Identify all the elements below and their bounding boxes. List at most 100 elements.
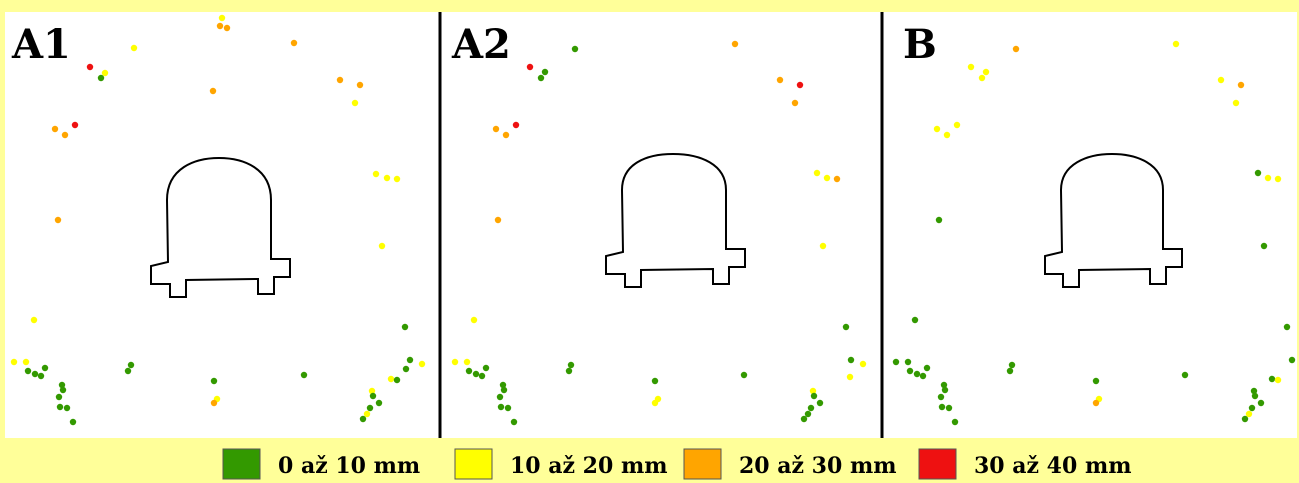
point-green bbox=[1254, 169, 1262, 177]
point-green bbox=[810, 392, 818, 400]
point-yellow bbox=[101, 69, 109, 77]
point-green bbox=[923, 364, 931, 372]
legend-swatch-green bbox=[222, 448, 261, 480]
point-green bbox=[1283, 323, 1291, 331]
panel-label-a1: A1 bbox=[11, 21, 71, 68]
point-yellow bbox=[978, 74, 986, 82]
point-yellow bbox=[982, 68, 990, 76]
point-orange bbox=[216, 22, 224, 30]
point-green bbox=[124, 367, 132, 375]
point-yellow bbox=[130, 44, 138, 52]
panels-area bbox=[5, 12, 1297, 438]
point-red bbox=[526, 63, 534, 71]
point-orange bbox=[833, 175, 841, 183]
tunnel-outline-a2 bbox=[605, 152, 746, 288]
point-green bbox=[402, 365, 410, 373]
point-green bbox=[472, 370, 480, 378]
point-green bbox=[1257, 399, 1265, 407]
point-yellow bbox=[1274, 376, 1282, 384]
point-yellow bbox=[859, 360, 867, 368]
point-yellow bbox=[953, 121, 961, 129]
point-green bbox=[800, 415, 808, 423]
point-orange bbox=[494, 216, 502, 224]
point-yellow bbox=[1274, 175, 1282, 183]
point-orange bbox=[223, 24, 231, 32]
point-green bbox=[1181, 371, 1189, 379]
point-green bbox=[537, 74, 545, 82]
point-yellow bbox=[393, 175, 401, 183]
point-green bbox=[937, 393, 945, 401]
point-green bbox=[59, 386, 67, 394]
point-green bbox=[1268, 375, 1276, 383]
panel-label-b: B bbox=[903, 21, 937, 68]
point-green bbox=[804, 410, 812, 418]
point-green bbox=[375, 399, 383, 407]
point-yellow bbox=[809, 387, 817, 395]
point-green bbox=[56, 403, 64, 411]
point-yellow bbox=[368, 387, 376, 395]
point-green bbox=[911, 316, 919, 324]
tunnel-outline-a1 bbox=[150, 156, 291, 298]
points-a1 bbox=[10, 14, 426, 426]
point-green bbox=[847, 356, 855, 364]
point-green bbox=[940, 381, 948, 389]
point-yellow bbox=[967, 63, 975, 71]
legend-label-orange: 20 až 30 mm bbox=[739, 453, 897, 479]
point-green bbox=[740, 371, 748, 379]
point-green bbox=[37, 372, 45, 380]
point-orange bbox=[356, 81, 364, 89]
point-green bbox=[1251, 392, 1259, 400]
point-green bbox=[938, 403, 946, 411]
legend: 0 až 10 mm 10 až 20 mm 20 až 30 mm 30 až… bbox=[222, 448, 1132, 480]
point-green bbox=[482, 364, 490, 372]
point-yellow bbox=[846, 373, 854, 381]
legend-swatch-orange bbox=[683, 448, 722, 480]
point-green bbox=[1260, 242, 1268, 250]
point-green bbox=[63, 404, 71, 412]
point-orange bbox=[731, 40, 739, 48]
point-orange bbox=[210, 399, 218, 407]
point-green bbox=[499, 381, 507, 389]
point-yellow bbox=[22, 358, 30, 366]
point-green bbox=[496, 393, 504, 401]
panel-b: B bbox=[892, 21, 1296, 426]
point-yellow bbox=[363, 410, 371, 418]
point-orange bbox=[791, 99, 799, 107]
point-yellow bbox=[451, 358, 459, 366]
point-green bbox=[393, 376, 401, 384]
point-green bbox=[504, 404, 512, 412]
point-yellow bbox=[1264, 174, 1272, 182]
point-yellow bbox=[933, 125, 941, 133]
point-green bbox=[69, 418, 77, 426]
point-green bbox=[919, 372, 927, 380]
point-green bbox=[1288, 356, 1296, 364]
point-green bbox=[892, 358, 900, 366]
point-green bbox=[401, 323, 409, 331]
point-green bbox=[366, 404, 374, 412]
legend-label-red: 30 až 40 mm bbox=[974, 453, 1132, 479]
tunnel-outline-b bbox=[1044, 152, 1183, 288]
point-red bbox=[86, 63, 94, 71]
point-yellow bbox=[351, 99, 359, 107]
point-orange bbox=[209, 87, 217, 95]
point-green bbox=[58, 381, 66, 389]
point-orange bbox=[1237, 81, 1245, 89]
point-yellow bbox=[819, 242, 827, 250]
panel-a1: A1 bbox=[10, 14, 426, 426]
point-green bbox=[941, 386, 949, 394]
point-orange bbox=[336, 76, 344, 84]
point-yellow bbox=[383, 174, 391, 182]
point-yellow bbox=[418, 360, 426, 368]
point-green bbox=[1250, 387, 1258, 395]
point-orange bbox=[51, 125, 59, 133]
legend-label-green: 0 až 10 mm bbox=[278, 453, 420, 479]
point-green bbox=[945, 404, 953, 412]
point-green bbox=[24, 367, 32, 375]
point-green bbox=[31, 370, 39, 378]
point-red bbox=[796, 81, 804, 89]
point-yellow bbox=[372, 170, 380, 178]
point-yellow bbox=[1232, 99, 1240, 107]
point-yellow bbox=[378, 242, 386, 250]
point-green bbox=[565, 367, 573, 375]
